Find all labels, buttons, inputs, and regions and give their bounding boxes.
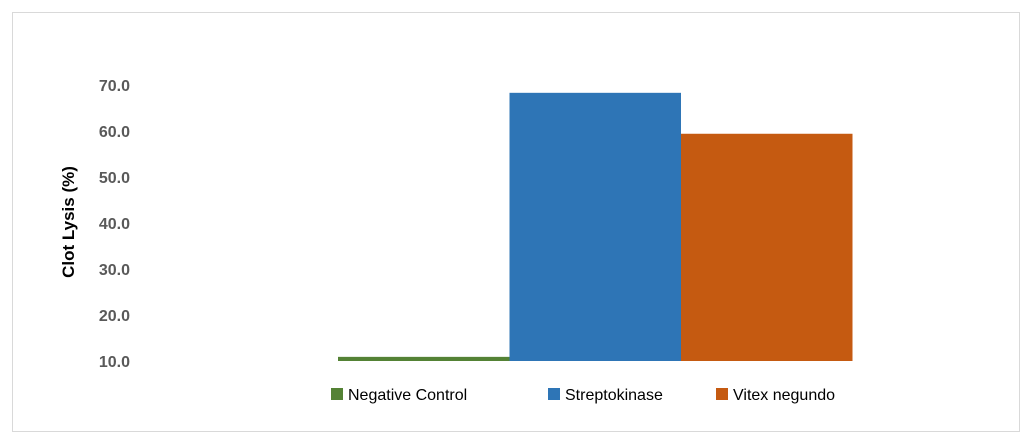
y-tick-label: 10.0 <box>99 354 130 371</box>
y-tick-label: 50.0 <box>99 170 130 187</box>
legend: Negative Control Streptokinase Vitex negun… <box>331 387 835 404</box>
legend-label: Negative Control <box>348 387 467 404</box>
legend-swatch <box>331 388 343 400</box>
bars <box>338 92 853 361</box>
bar-streptokinase <box>509 92 681 361</box>
y-tick-label: 20.0 <box>99 308 130 325</box>
legend-label: Vitex negundo <box>733 387 835 404</box>
legend-swatch <box>548 388 560 400</box>
y-tick-label: 60.0 <box>99 124 130 141</box>
y-tick-label: 70.0 <box>99 78 130 95</box>
y-axis-ticks: 10.0 20.0 30.0 40.0 50.0 60.0 70.0 <box>99 78 130 371</box>
bar-vitex-negundo <box>681 133 853 361</box>
y-tick-label: 30.0 <box>99 262 130 279</box>
legend-swatch <box>716 388 728 400</box>
legend-label: Streptokinase <box>565 387 663 404</box>
y-axis-title: Clot Lysis (%) <box>59 166 78 278</box>
y-tick-label: 40.0 <box>99 216 130 233</box>
bar-negative-control <box>338 356 510 361</box>
